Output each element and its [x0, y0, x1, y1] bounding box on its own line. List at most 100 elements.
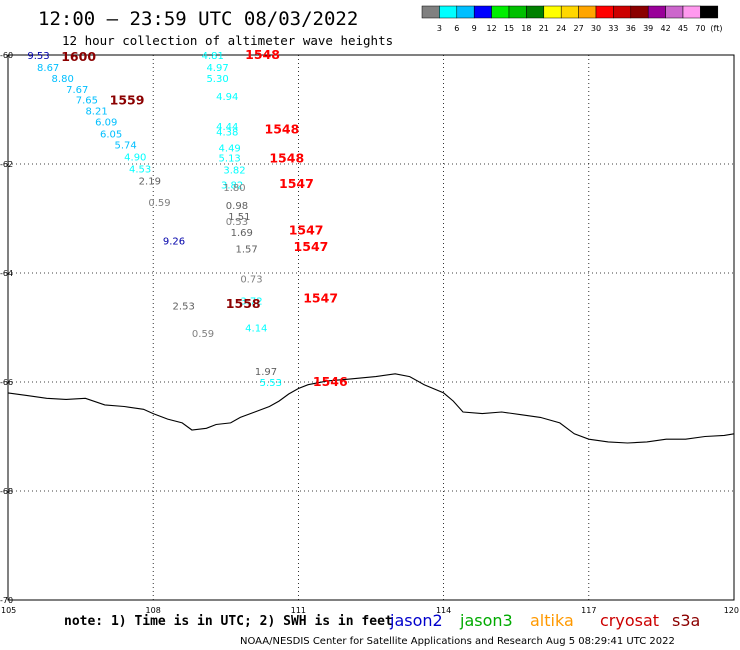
- wave-height-value: 9.26: [163, 236, 185, 247]
- legend-tick-label: 3: [437, 24, 442, 33]
- satellite-legend: jason2 jason3 altika cryosat s3a: [389, 611, 700, 630]
- legend-swatch: [508, 5, 527, 19]
- wave-height-value: 1.57: [235, 244, 257, 255]
- pass-time-label: 1558: [226, 296, 261, 311]
- wave-height-value: 4.97: [206, 63, 228, 74]
- legend-swatch: [647, 5, 666, 19]
- wave-height-value: 5.30: [206, 74, 228, 85]
- pass-time-label: 1548: [269, 150, 304, 165]
- legend-tick-label: 30: [591, 24, 601, 33]
- pass-time-label: 1546: [313, 374, 348, 389]
- wave-height-value: 0.73: [240, 274, 262, 285]
- y-tick-label: -60: [0, 51, 13, 60]
- wave-height-value: 6.05: [100, 129, 122, 140]
- legend-swatch: [630, 5, 649, 19]
- map-subtitle: 12 hour collection of altimeter wave hei…: [62, 33, 393, 48]
- y-tick-label: -68: [0, 487, 13, 496]
- wave-height-value: 1.80: [223, 183, 245, 194]
- x-tick-label: 117: [581, 606, 596, 615]
- wave-height-value: 1.51: [228, 212, 250, 223]
- pass-time-label: 1559: [110, 93, 145, 108]
- legend-swatch: [665, 5, 684, 19]
- pass-time-label: 1547: [294, 239, 329, 254]
- pass-time-label: 1600: [61, 49, 96, 64]
- graticule: [8, 55, 734, 600]
- pass-time-label: 1548: [265, 122, 300, 137]
- legend-unit: (ft): [710, 24, 722, 33]
- axis-tick-labels: 105 108 111 114 117 120 -60 -62 -64 -66 -68 -70: [0, 51, 739, 615]
- legend-swatch: [543, 5, 562, 19]
- legend-tick-label: 33: [608, 24, 618, 33]
- legend-tick-label: 6: [454, 24, 459, 33]
- wave-height-value: 2.19: [139, 176, 161, 187]
- wave-height-value: 0.53: [226, 217, 248, 228]
- y-tick-label: -70: [0, 596, 13, 605]
- satellite-name: jason2: [389, 611, 443, 630]
- wave-height-value: 8.80: [52, 74, 74, 85]
- x-tick-label: 105: [1, 606, 16, 615]
- wave-height-value: 8.21: [85, 107, 107, 118]
- x-tick-label: 120: [724, 606, 739, 615]
- satellite-name: altika: [530, 611, 574, 630]
- legend-tick-label: 21: [539, 24, 549, 33]
- legend-tick-label: 27: [574, 24, 584, 33]
- pass-time-label: 1548: [245, 47, 280, 62]
- color-legend: 3 6 9 12 15 18 21 24 27 30 33 36 39 42 45 70: [421, 5, 719, 33]
- wave-height-value: 9.53: [27, 51, 49, 62]
- pass-time-label: 1547: [303, 291, 338, 306]
- legend-swatch: [682, 5, 701, 19]
- wave-height-value: 4.14: [245, 324, 267, 335]
- wave-height-value: 3.72: [240, 296, 262, 307]
- y-tick-label: -62: [0, 160, 13, 169]
- y-tick-label: -66: [0, 378, 13, 387]
- legend-swatch: [595, 5, 614, 19]
- legend-tick-label: 42: [661, 24, 671, 33]
- wave-height-value: 4.90: [124, 152, 146, 163]
- x-tick-label: 111: [291, 606, 306, 615]
- wave-height-value: 1.97: [255, 367, 277, 378]
- wave-height-value: 5.13: [219, 153, 241, 164]
- legend-swatch: [700, 5, 719, 19]
- wave-height-value: 0.59: [192, 329, 214, 340]
- wave-height-value: 3.82: [223, 165, 245, 176]
- legend-swatch: [421, 5, 440, 19]
- legend-swatch: [456, 5, 475, 19]
- wave-height-value: 4.53: [129, 164, 151, 175]
- legend-tick-label: 15: [504, 24, 514, 33]
- x-tick-label: 108: [146, 606, 161, 615]
- legend-swatch: [439, 5, 458, 19]
- map-title: 12:00 – 23:59 UTC 08/03/2022: [38, 8, 358, 30]
- pass-time-labels: 1600 1559 1548 1548 1548 1547 1547 1547 1547 1558…: [61, 47, 348, 389]
- legend-swatch: [526, 5, 545, 19]
- legend-tick-label: 36: [626, 24, 636, 33]
- legend-tick-label: 18: [521, 24, 531, 33]
- x-tick-label: 114: [436, 606, 451, 615]
- pass-time-label: 1547: [289, 222, 324, 237]
- wave-height-value: 3.82: [221, 181, 243, 192]
- legend-tick-label: 39: [643, 24, 653, 33]
- legend-tick-label: 70: [695, 24, 705, 33]
- wave-height-value: 4.81: [202, 51, 224, 62]
- pass-time-label: 1547: [279, 176, 314, 191]
- antarctic-coastline: [7, 373, 735, 444]
- wave-height-value: 4.44: [216, 122, 238, 133]
- wave-height-value: 6.09: [95, 117, 117, 128]
- wave-height-values: 9.538.678.807.677.658.216.096.055.744.90…: [27, 51, 282, 389]
- map-frame: [7, 54, 735, 601]
- legend-tick-label: 45: [678, 24, 688, 33]
- legend-tick-label: 9: [472, 24, 477, 33]
- wave-height-value: 2.53: [173, 302, 195, 313]
- wave-height-value: 8.67: [37, 63, 59, 74]
- footer-note: note: 1) Time is in UTC; 2) SWH is in fe…: [64, 614, 393, 629]
- wave-height-value: 0.59: [148, 198, 170, 209]
- wave-height-value: 4.49: [219, 144, 241, 155]
- legend-tick-label: 24: [556, 24, 566, 33]
- wave-height-value: 1.69: [231, 228, 253, 239]
- legend-swatch: [613, 5, 632, 19]
- y-tick-label: -64: [0, 269, 13, 278]
- credit-line: NOAA/NESDIS Center for Satellite Applica…: [240, 636, 675, 647]
- legend-tick-label: 12: [487, 24, 497, 33]
- legend-swatch: [560, 5, 579, 19]
- satellite-name: jason3: [459, 611, 513, 630]
